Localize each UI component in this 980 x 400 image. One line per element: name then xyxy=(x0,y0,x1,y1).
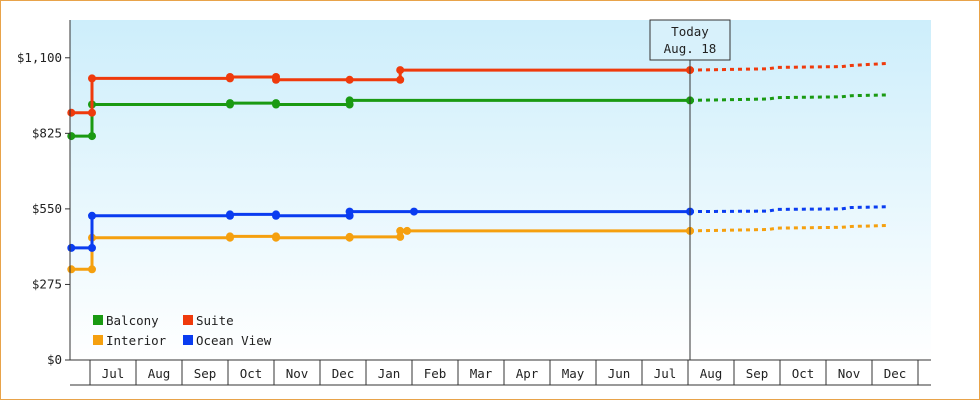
legend-label: Suite xyxy=(196,313,234,328)
legend-label: Balcony xyxy=(106,313,159,328)
x-tick-label: Dec xyxy=(884,366,907,381)
legend-swatch xyxy=(93,335,103,345)
data-point[interactable] xyxy=(272,75,280,84)
x-tick-label: Sep xyxy=(746,366,769,381)
data-point[interactable] xyxy=(272,211,280,220)
data-point[interactable] xyxy=(396,66,405,75)
y-tick-label: $550 xyxy=(32,201,62,216)
legend-item: Suite xyxy=(183,313,234,328)
legend-item: Ocean View xyxy=(183,333,272,348)
x-tick-label: Jul xyxy=(654,366,677,381)
data-point[interactable] xyxy=(396,226,405,235)
series-forecast-line xyxy=(689,93,890,102)
y-tick-label: $1,100 xyxy=(17,50,62,65)
data-point[interactable] xyxy=(88,108,96,117)
x-tick-label: Feb xyxy=(424,366,447,381)
today-date: Aug. 18 xyxy=(664,41,717,56)
data-point[interactable] xyxy=(88,132,96,141)
data-point[interactable] xyxy=(67,265,76,274)
data-point[interactable] xyxy=(410,207,418,216)
data-point[interactable] xyxy=(272,233,280,242)
x-tick-label: Oct xyxy=(792,366,815,381)
plot-background xyxy=(70,20,931,360)
y-tick-label: $825 xyxy=(32,125,62,140)
data-point[interactable] xyxy=(67,108,76,117)
series-suite xyxy=(67,61,890,117)
legend-swatch xyxy=(93,315,103,325)
y-tick-label: $275 xyxy=(32,276,62,291)
x-tick-label: Dec xyxy=(332,366,355,381)
legend-item: Interior xyxy=(93,333,167,348)
legend-label: Interior xyxy=(106,333,167,348)
data-point[interactable] xyxy=(226,210,234,219)
data-point[interactable] xyxy=(67,132,76,141)
x-tick-label: Nov xyxy=(286,366,309,381)
x-tick-label: Aug xyxy=(700,366,723,381)
data-point[interactable] xyxy=(88,265,96,274)
data-point[interactable] xyxy=(88,211,96,220)
data-point[interactable] xyxy=(226,99,234,108)
x-tick-label: Mar xyxy=(470,366,493,381)
data-point[interactable] xyxy=(67,243,76,252)
x-tick-label: Jul xyxy=(102,366,125,381)
data-point[interactable] xyxy=(396,75,405,84)
series-ocean-view xyxy=(67,205,890,252)
x-tick-label: Aug xyxy=(148,366,171,381)
x-tick-label: Nov xyxy=(838,366,861,381)
data-point[interactable] xyxy=(345,75,354,84)
x-tick-label: Oct xyxy=(240,366,263,381)
data-point[interactable] xyxy=(88,74,96,83)
x-tick-label: May xyxy=(562,366,585,381)
today-box xyxy=(649,19,731,61)
series-forecast-line xyxy=(689,223,890,233)
legend-swatch xyxy=(183,335,193,345)
data-point[interactable] xyxy=(226,73,234,81)
data-point[interactable] xyxy=(272,100,280,109)
x-tick-label: Jan xyxy=(378,366,401,381)
data-point[interactable] xyxy=(403,226,412,235)
data-point[interactable] xyxy=(226,232,234,241)
x-tick-label: Jun xyxy=(608,366,631,381)
data-point[interactable] xyxy=(396,232,405,241)
legend-label: Ocean View xyxy=(196,333,272,348)
x-tick-label: Apr xyxy=(516,366,539,381)
data-point[interactable] xyxy=(345,207,354,216)
today-label: Today xyxy=(671,24,709,39)
data-point[interactable] xyxy=(345,96,354,105)
data-point[interactable] xyxy=(88,243,96,252)
legend-item: Balcony xyxy=(93,313,159,328)
series-balcony xyxy=(67,93,890,141)
legend-swatch xyxy=(183,315,193,325)
y-tick-label: $0 xyxy=(47,352,62,367)
series-forecast-line xyxy=(689,205,890,214)
data-point[interactable] xyxy=(345,232,354,241)
series-forecast-line xyxy=(689,61,890,72)
x-tick-label: Sep xyxy=(194,366,217,381)
